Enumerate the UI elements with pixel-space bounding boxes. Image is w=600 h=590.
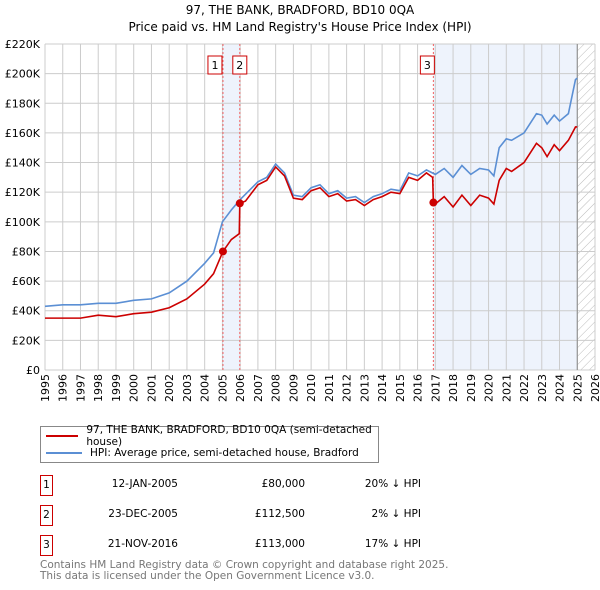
y-tick-label: £220K bbox=[5, 38, 41, 51]
sale-point bbox=[235, 199, 244, 208]
sale-hpi-diff: 20% ↓ HPI bbox=[364, 478, 421, 490]
x-tick-label: 2010 bbox=[305, 374, 318, 402]
forecast-hatch bbox=[577, 44, 595, 370]
shaded-period bbox=[433, 44, 578, 370]
sale-number-box: 1 bbox=[40, 475, 53, 496]
legend-swatch bbox=[46, 435, 79, 437]
x-tick-label: 2009 bbox=[287, 374, 300, 402]
x-tick-label: 2026 bbox=[589, 374, 600, 402]
sale-label-box bbox=[232, 55, 248, 75]
x-tick-label: 2003 bbox=[181, 374, 194, 402]
legend-item-hpi: HPI: Average price, semi-detached house,… bbox=[46, 445, 359, 461]
x-tick-label: 2016 bbox=[412, 374, 425, 402]
sale-label: 2 bbox=[236, 59, 243, 72]
sale-date: 23-DEC-2005 bbox=[108, 508, 178, 520]
x-tick-label: 2019 bbox=[465, 374, 478, 402]
legend-item-property: 97, THE BANK, BRADFORD, BD10 0QA (semi-d… bbox=[46, 424, 378, 448]
sale-hpi-diff: 17% ↓ HPI bbox=[364, 538, 421, 550]
x-tick-label: 2000 bbox=[128, 374, 141, 402]
y-tick-label: £160K bbox=[5, 127, 41, 140]
chart-subtitle: Price paid vs. HM Land Registry's House … bbox=[128, 20, 472, 34]
x-tick-label: 2018 bbox=[447, 374, 460, 402]
sale-point bbox=[429, 198, 438, 207]
legend-label: 97, THE BANK, BRADFORD, BD10 0QA (semi-d… bbox=[86, 424, 372, 448]
sale-price: £80,000 bbox=[261, 478, 305, 490]
y-tick-label: £200K bbox=[5, 68, 41, 81]
y-tick-label: £60K bbox=[12, 275, 41, 288]
x-tick-label: 2005 bbox=[216, 374, 229, 402]
sale-label-box bbox=[419, 55, 435, 75]
x-tick-label: 2008 bbox=[270, 374, 283, 402]
x-tick-label: 2006 bbox=[234, 374, 247, 402]
footer-copyright: Contains HM Land Registry data © Crown c… bbox=[40, 559, 449, 571]
y-tick-label: £20K bbox=[12, 334, 41, 347]
legend-label: HPI: Average price, semi-detached house,… bbox=[90, 447, 359, 459]
x-tick-label: 2007 bbox=[252, 374, 265, 402]
x-tick-label: 2015 bbox=[394, 374, 407, 402]
chart-title: 97, THE BANK, BRADFORD, BD10 0QA bbox=[185, 3, 415, 17]
x-tick-label: 2021 bbox=[500, 374, 513, 402]
sale-label: 1 bbox=[211, 59, 218, 72]
x-tick-label: 1998 bbox=[92, 374, 105, 402]
legend: 97, THE BANK, BRADFORD, BD10 0QA (semi-d… bbox=[40, 424, 379, 463]
x-tick-label: 1995 bbox=[39, 374, 52, 402]
shaded-period bbox=[222, 44, 240, 370]
x-tick-label: 1996 bbox=[57, 374, 70, 402]
y-tick-label: £120K bbox=[5, 186, 41, 199]
sale-number-box: 3 bbox=[40, 535, 53, 556]
price-paid-line bbox=[45, 126, 578, 319]
x-tick-label: 2002 bbox=[163, 374, 176, 402]
y-tick-label: £0 bbox=[26, 364, 40, 377]
x-tick-label: 2004 bbox=[199, 374, 212, 402]
x-tick-label: 2020 bbox=[483, 374, 496, 402]
x-tick-label: 2017 bbox=[429, 374, 442, 402]
x-tick-label: 1999 bbox=[110, 374, 123, 402]
sale-number-box: 2 bbox=[40, 505, 53, 526]
x-tick-label: 2023 bbox=[536, 374, 549, 402]
y-tick-label: £40K bbox=[12, 305, 41, 318]
sale-point bbox=[218, 247, 227, 256]
x-tick-label: 2025 bbox=[571, 374, 584, 402]
footer-licence: This data is licensed under the Open Gov… bbox=[40, 570, 375, 582]
sale-price: £113,000 bbox=[254, 538, 305, 550]
legend-swatch bbox=[46, 452, 82, 454]
hpi-line bbox=[44, 77, 578, 308]
sale-label-box bbox=[207, 55, 223, 75]
x-tick-label: 2014 bbox=[376, 374, 389, 402]
chart-plot: 1995 1996 1997 1998 1999 2000 2001 2002 2003 2004… bbox=[5, 38, 600, 402]
sale-price: £112,500 bbox=[254, 508, 305, 520]
x-tick-label: 2022 bbox=[518, 374, 531, 402]
x-tick-label: 1997 bbox=[74, 374, 87, 402]
x-tick-label: 2011 bbox=[323, 374, 336, 402]
x-tick-label: 2001 bbox=[145, 374, 158, 402]
y-tick-label: £180K bbox=[5, 97, 41, 110]
sale-label: 3 bbox=[424, 59, 431, 72]
x-tick-label: 2013 bbox=[358, 374, 371, 402]
y-tick-label: £100K bbox=[5, 216, 41, 229]
sale-hpi-diff: 2% ↓ HPI bbox=[371, 508, 421, 520]
y-tick-label: £80K bbox=[12, 245, 41, 258]
sale-date: 12-JAN-2005 bbox=[111, 478, 178, 490]
x-tick-label: 2024 bbox=[554, 374, 567, 402]
x-tick-label: 2012 bbox=[341, 374, 354, 402]
y-tick-label: £140K bbox=[5, 157, 41, 170]
sale-date: 21-NOV-2016 bbox=[107, 538, 178, 550]
